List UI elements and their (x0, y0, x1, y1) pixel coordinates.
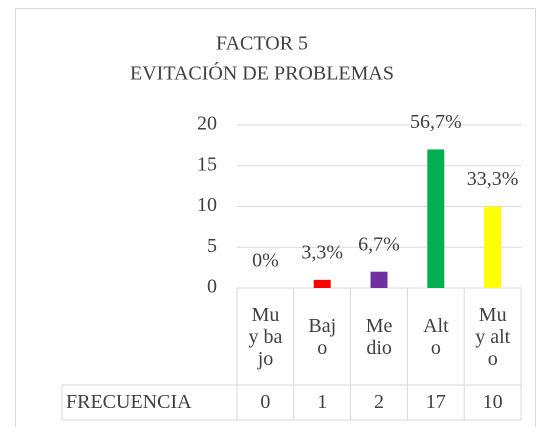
category-cell: Alto (407, 288, 464, 385)
data-label: 0% (252, 250, 279, 272)
category-cell: Muy alto (464, 288, 521, 385)
bar (313, 279, 331, 288)
chart-title: FACTOR 5 (216, 33, 308, 55)
table-row-label: FRECUENCIA (66, 391, 192, 413)
data-label: 6,7% (358, 233, 400, 255)
y-tick-label: 15 (197, 153, 217, 175)
category-cell: Bajo (294, 288, 351, 385)
category-cell: Muy alto (464, 288, 521, 385)
x-tick-label: Muy bajo (248, 303, 283, 370)
category-cell: Medio (351, 288, 408, 385)
x-tick-label: Muy alto (475, 303, 511, 370)
bar (484, 206, 502, 288)
y-tick-label: 0 (207, 276, 217, 298)
x-tick-label: Medio (365, 314, 393, 359)
category-cell: Medio (351, 288, 408, 385)
y-tick-label: 10 (197, 194, 217, 216)
category-cell: Muy bajo (237, 288, 294, 385)
data-label: 33,3% (467, 168, 519, 190)
table-value: 1 (317, 391, 327, 413)
data-label: 56,7% (410, 111, 462, 133)
table-value: 0 (260, 391, 270, 413)
chart-subtitle: EVITACIÓN DE PROBLEMAS (130, 61, 394, 85)
category-cell: Muy bajo (237, 288, 294, 385)
bar (427, 149, 445, 288)
category-cell: Alto (407, 288, 464, 385)
y-tick-label: 20 (197, 113, 217, 135)
chart-area (15, 8, 536, 429)
data-label: 3,3% (301, 241, 343, 263)
x-tick-label: Alto (423, 314, 449, 359)
bar (370, 271, 388, 288)
table-value: 2 (374, 391, 384, 413)
table-value: 17 (426, 391, 446, 413)
table-value: 10 (483, 391, 503, 413)
y-tick-label: 5 (207, 235, 217, 257)
x-tick-label: Bajo (308, 314, 337, 359)
category-cell: Bajo (294, 288, 351, 385)
